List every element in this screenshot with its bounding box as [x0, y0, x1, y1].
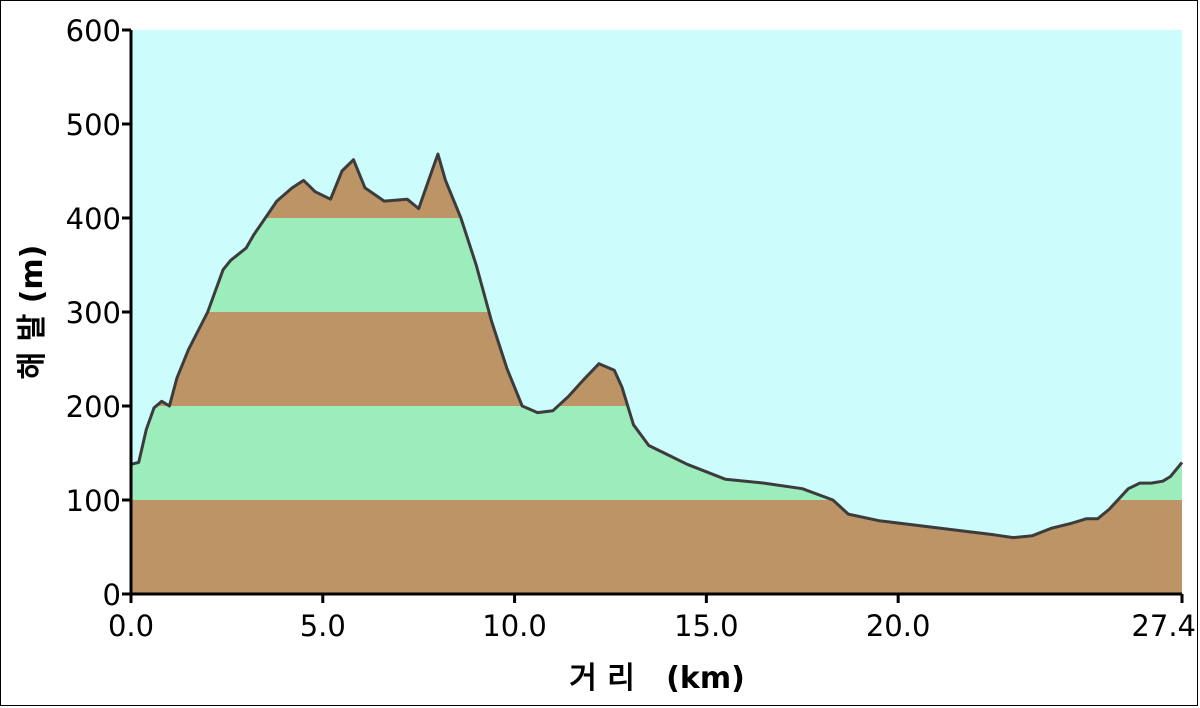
- y-tick-label: 400: [66, 202, 121, 236]
- axes: 0 100 200 300 400 500 600 0.0 5.0 10.0 15.0 20.0 27.…: [66, 14, 1196, 643]
- x-axis-title: 거 리 (km): [569, 661, 745, 696]
- y-tick-label: 100: [66, 484, 121, 518]
- y-tick-label: 300: [66, 296, 121, 330]
- x-tick-label: 27.4: [1131, 609, 1196, 643]
- elevation-line: [130, 152, 1184, 540]
- y-tick-label: 600: [66, 14, 121, 48]
- x-tick-label: 0.0: [108, 609, 154, 643]
- x-tick-label: 15.0: [674, 609, 739, 643]
- y-tick-label: 0: [103, 578, 121, 612]
- x-tick-label: 5.0: [300, 609, 346, 643]
- x-tick-label: 20.0: [866, 609, 931, 643]
- y-tick-label: 200: [66, 390, 121, 424]
- y-tick-label: 500: [66, 108, 121, 142]
- y-axis-title: 해 발 (m): [15, 245, 50, 380]
- x-tick-label: 10.0: [482, 609, 547, 643]
